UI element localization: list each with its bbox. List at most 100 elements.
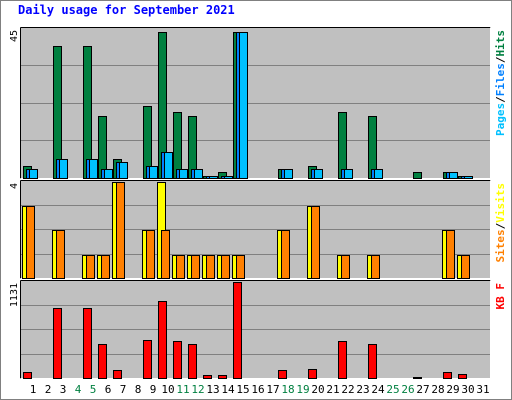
- bar-pages-day-18: [284, 169, 293, 179]
- day-label-31: 31: [476, 383, 489, 396]
- bar-sites-day-9: [146, 230, 155, 279]
- bar-pages-day-11: [179, 169, 188, 179]
- day-label-3: 3: [60, 383, 67, 396]
- legend-entry: /: [494, 222, 507, 229]
- bar-kb-f-day-22: [338, 341, 347, 379]
- bar-pages-day-7: [119, 162, 128, 179]
- bar-kb-f-day-29: [443, 372, 452, 379]
- bar-hits-day-11: [173, 112, 182, 179]
- day-label-15: 15: [236, 383, 249, 396]
- bar-kb-f-day-10: [158, 301, 167, 379]
- bar-sites-day-12: [191, 255, 200, 279]
- bar-pages-day-5: [89, 159, 98, 179]
- bar-pages-day-3: [59, 159, 68, 179]
- bar-pages-day-20: [314, 169, 323, 179]
- day-label-5: 5: [90, 383, 97, 396]
- bar-kb-f-day-6: [98, 344, 107, 379]
- bar-pages-day-29: [449, 172, 458, 179]
- bar-sites-day-3: [56, 230, 65, 279]
- day-label-24: 24: [371, 383, 385, 396]
- bar-sites-day-14: [221, 255, 230, 279]
- bar-sites-day-11: [176, 255, 185, 279]
- bar-pages-day-9: [149, 166, 158, 179]
- bar-sites-day-22: [341, 255, 350, 279]
- day-label-20: 20: [311, 383, 324, 396]
- bar-hits-day-5: [83, 46, 92, 179]
- bar-kb-f-day-3: [53, 308, 62, 379]
- day-label-10: 10: [161, 383, 174, 396]
- day-label-4: 4: [75, 383, 82, 396]
- bar-pages-day-10: [164, 152, 173, 179]
- day-label-1: 1: [30, 383, 37, 396]
- bar-kb-f-day-18: [278, 370, 287, 379]
- bar-sites-day-13: [206, 255, 215, 279]
- bar-hits-day-22: [338, 112, 347, 179]
- bar-pages-day-30: [464, 176, 473, 179]
- day-label-2: 2: [45, 383, 52, 396]
- bar-kb-f-day-27: [413, 377, 422, 379]
- bar-kb-f-day-13: [203, 375, 212, 379]
- bar-hits-day-27: [413, 172, 422, 179]
- day-label-14: 14: [221, 383, 235, 396]
- day-label-23: 23: [356, 383, 369, 396]
- bar-sites-day-20: [311, 206, 320, 279]
- bar-pages-day-6: [104, 169, 113, 179]
- bar-sites-day-6: [101, 255, 110, 279]
- bar-pages-day-12: [194, 169, 203, 179]
- bar-sites-day-18: [281, 230, 290, 279]
- day-label-12: 12: [191, 383, 204, 396]
- bar-kb-f-day-24: [368, 344, 377, 379]
- day-label-11: 11: [176, 383, 189, 396]
- bar-sites-day-1: [26, 206, 35, 279]
- bar-sites-day-5: [86, 255, 95, 279]
- legend-entry: Sites: [494, 229, 507, 262]
- legend-entry: Hits: [494, 30, 507, 57]
- bar-kb-f-day-7: [113, 370, 122, 379]
- bar-pages-day-22: [344, 169, 353, 179]
- bar-sites-day-10: [161, 230, 170, 279]
- legend-hits-files-pages: Pages/Files/Hits: [494, 30, 507, 136]
- day-label-26: 26: [401, 383, 414, 396]
- day-label-7: 7: [120, 383, 127, 396]
- legend-entry: /: [494, 96, 507, 103]
- bar-kb-f-day-9: [143, 340, 152, 379]
- y-max-label-visits-sites: 4: [9, 183, 20, 189]
- bar-kb-f-day-20: [308, 369, 317, 379]
- day-label-13: 13: [206, 383, 219, 396]
- legend-entry: KB F: [494, 283, 507, 310]
- bar-pages-day-14: [224, 176, 233, 179]
- bar-kb-f-day-15: [233, 282, 242, 379]
- bar-kb-f-day-30: [458, 374, 467, 379]
- bar-pages-day-1: [29, 169, 38, 179]
- legend-entry: Visits: [494, 183, 507, 223]
- bar-sites-day-15: [236, 255, 245, 279]
- bar-sites-day-7: [116, 182, 125, 279]
- day-label-9: 9: [150, 383, 157, 396]
- day-label-25: 25: [386, 383, 399, 396]
- day-label-16: 16: [251, 383, 264, 396]
- bar-kb-f-day-11: [173, 341, 182, 379]
- day-label-21: 21: [326, 383, 339, 396]
- legend-entry: Files: [494, 63, 507, 96]
- bar-sites-day-30: [461, 255, 470, 279]
- day-label-19: 19: [296, 383, 309, 396]
- bar-pages-day-13: [209, 176, 218, 179]
- bar-pages-day-24: [374, 169, 383, 179]
- legend-entry: Pages: [494, 103, 507, 136]
- bar-sites-day-29: [446, 230, 455, 279]
- bar-sites-day-24: [371, 255, 380, 279]
- bar-hits-day-3: [53, 46, 62, 179]
- bar-kb-f-day-12: [188, 344, 197, 379]
- legend-visits-sites: Sites/Visits: [494, 183, 507, 263]
- chart-title: Daily usage for September 2021: [18, 3, 235, 17]
- y-max-label-hits-files-pages: 45: [9, 30, 20, 42]
- day-label-29: 29: [446, 383, 459, 396]
- day-label-22: 22: [341, 383, 354, 396]
- bar-pages-day-15: [239, 32, 248, 179]
- y-max-label-kbytes: 1131: [9, 283, 20, 307]
- day-label-6: 6: [105, 383, 112, 396]
- day-label-30: 30: [461, 383, 474, 396]
- legend-kbytes: KB F: [494, 283, 507, 310]
